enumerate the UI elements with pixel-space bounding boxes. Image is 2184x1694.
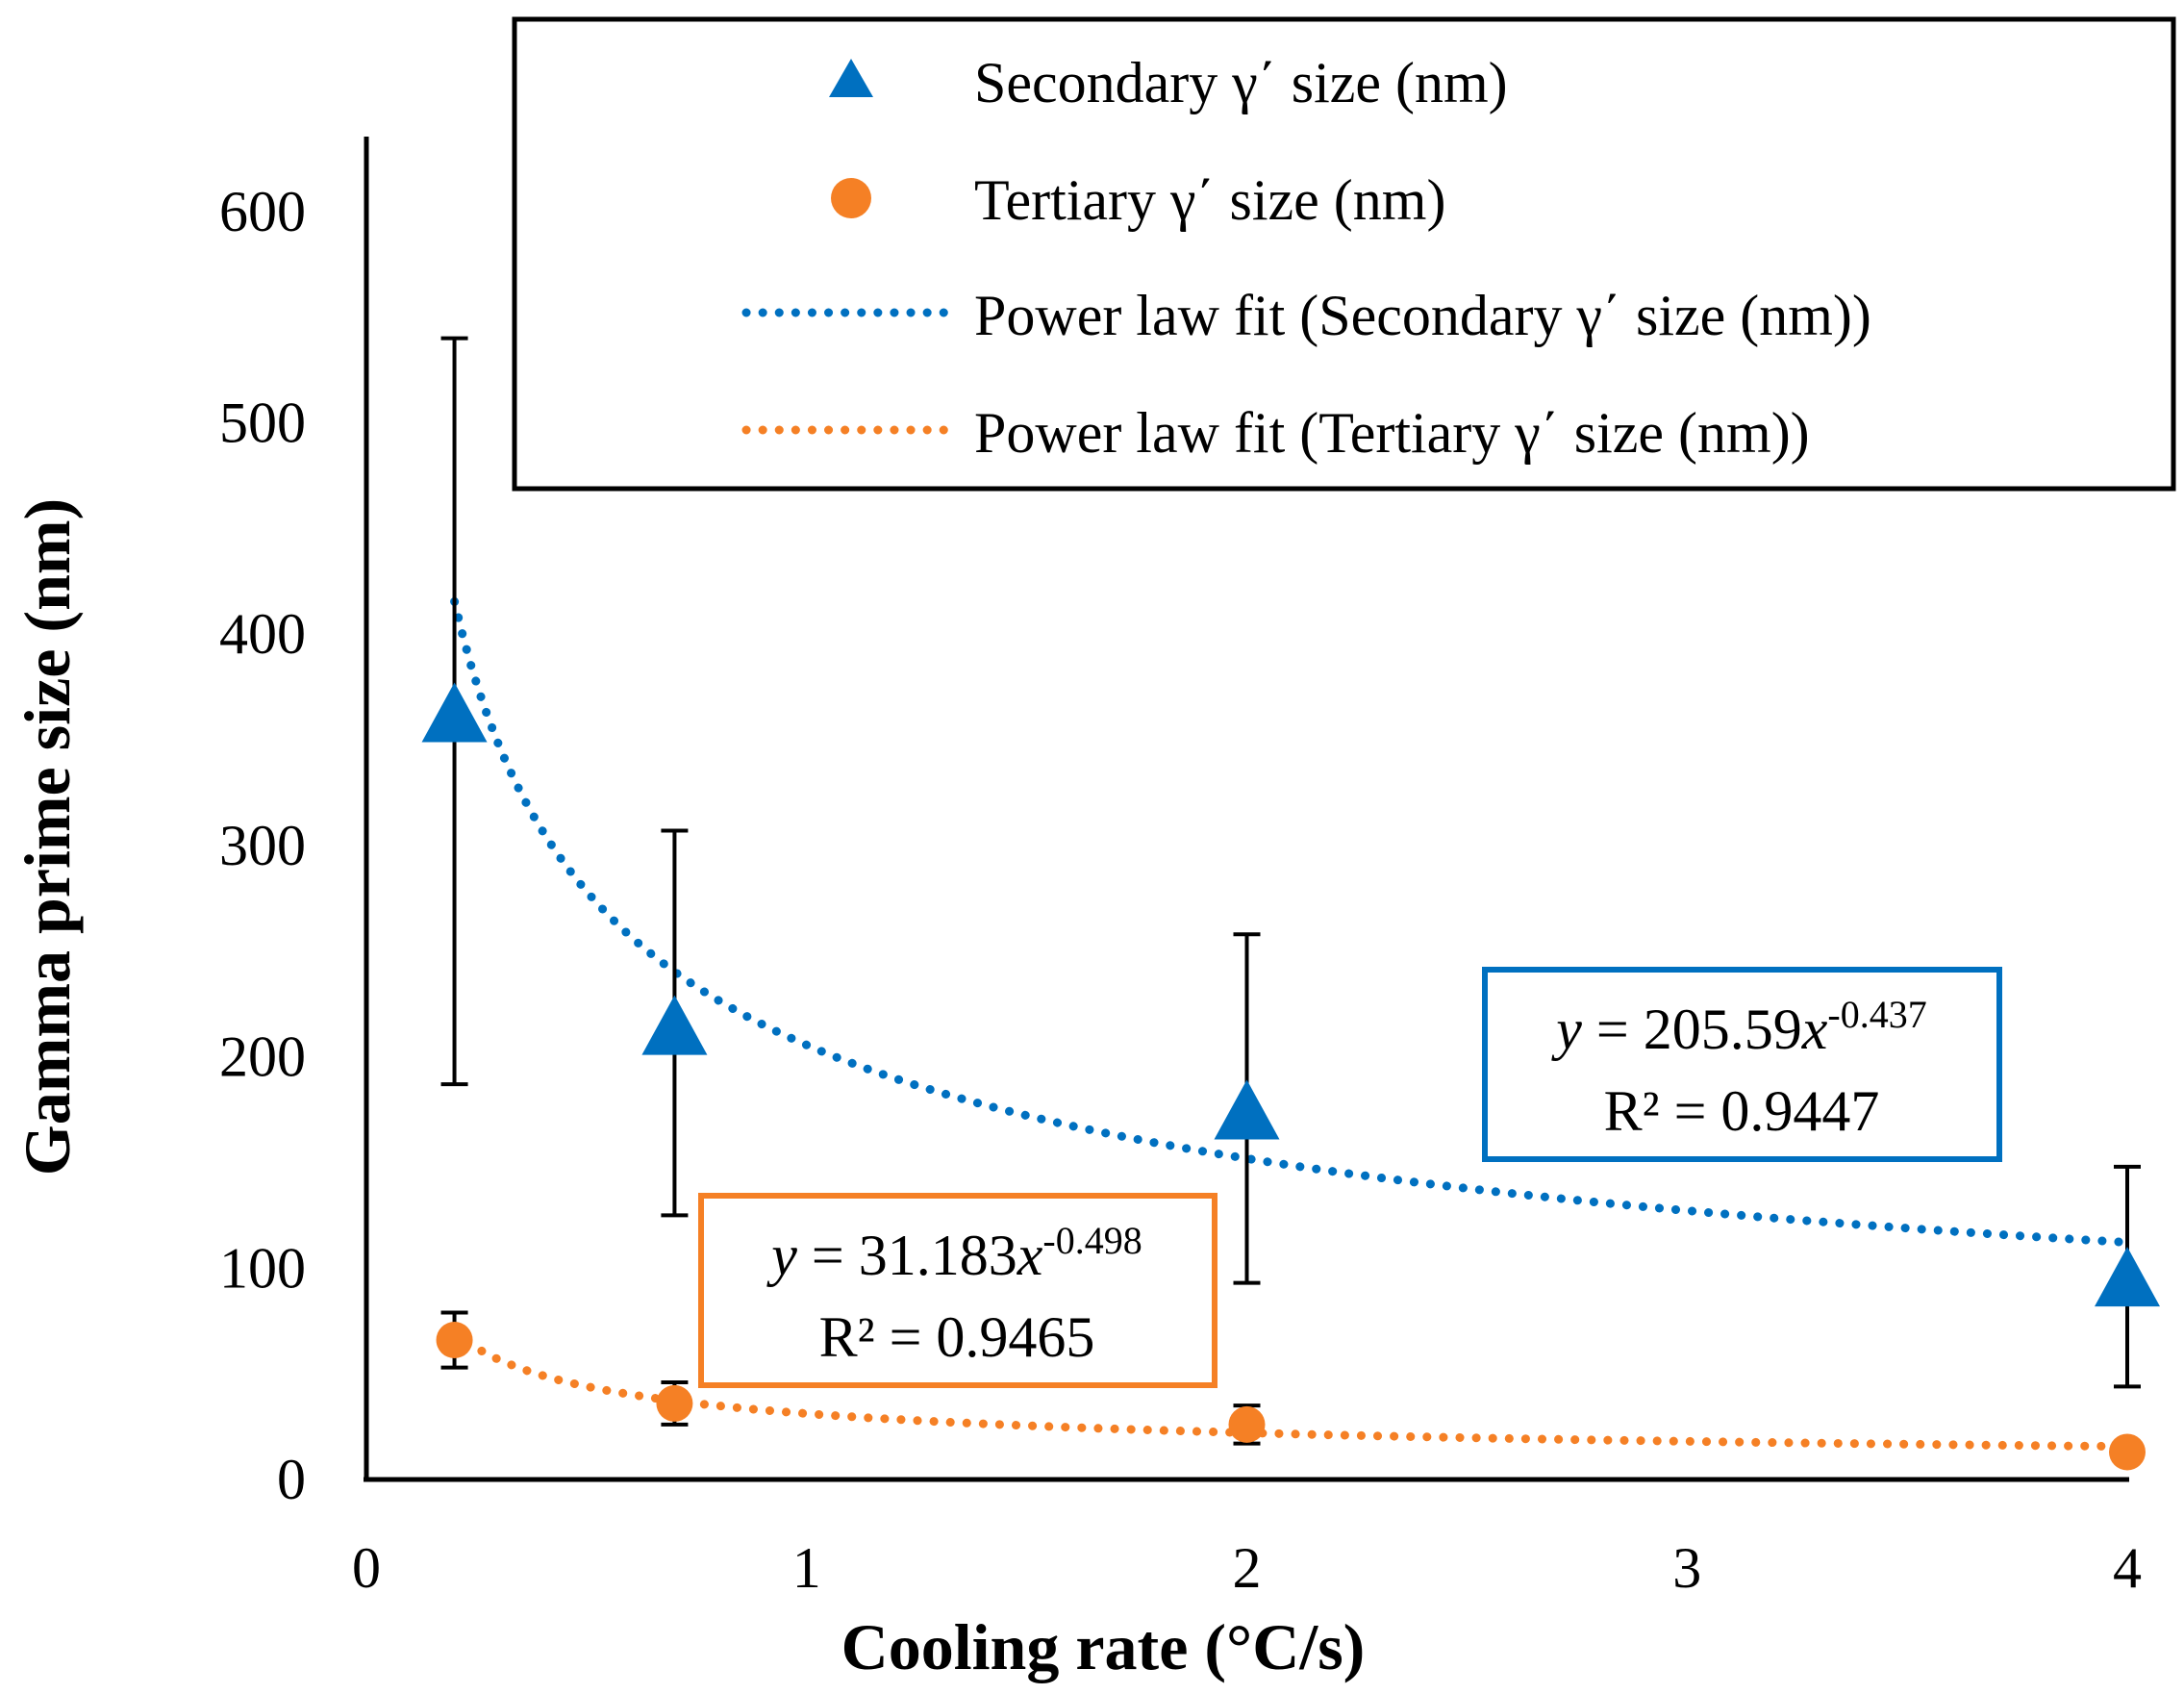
- secondary-triangle-marker-3: [2095, 1247, 2160, 1307]
- secondary-triangle-marker-2: [1214, 1079, 1280, 1140]
- y-tick-label-600: 600: [219, 180, 306, 243]
- y-tick-labels: 0 100 200 300 400 500 600: [219, 180, 306, 1511]
- x-tick-label-4: 4: [2113, 1536, 2142, 1600]
- x-tick-label-2: 2: [1233, 1536, 1262, 1600]
- fit-lines: [450, 596, 2132, 1452]
- tertiary-fit-r2: R² = 0.9465: [819, 1305, 1095, 1369]
- tertiary-power-law-fit-line: [450, 1327, 2132, 1452]
- legend-label-secondary: Secondary γ΄ size (nm): [974, 51, 1508, 114]
- y-tick-label-300: 300: [219, 814, 306, 877]
- tertiary-circle-marker-2: [1228, 1405, 1266, 1443]
- legend-label-secondary-fit: Power law fit (Secondary γ΄ size (nm)): [974, 284, 1871, 347]
- legend: Secondary γ΄ size (nm) Tertiary γ΄ size …: [512, 16, 2176, 492]
- secondary-fit-equation-box: y = 205.59x-0.437 R² = 0.9447: [1482, 967, 2002, 1162]
- y-tick-label-400: 400: [219, 602, 306, 666]
- legend-label-tertiary-fit: Power law fit (Tertiary γ΄ size (nm)): [974, 401, 1810, 465]
- secondary-power-law-fit-line: [450, 596, 2132, 1248]
- y-tick-label-500: 500: [219, 392, 306, 455]
- legend-circle-marker-icon: [831, 178, 871, 218]
- secondary-equation-border: [1482, 967, 2002, 1162]
- tertiary-fit-equation-box: y = 31.183x-0.498 R² = 0.9465: [698, 1193, 1218, 1388]
- tertiary-circle-marker-1: [656, 1384, 693, 1422]
- tertiary-circle-marker-0: [436, 1322, 473, 1359]
- error-bars: [440, 336, 2141, 1446]
- tertiary-circle-marker-3: [2109, 1433, 2146, 1471]
- legend-border: [512, 16, 2176, 492]
- tertiary-equation-border: [698, 1193, 1218, 1388]
- x-tick-label-1: 1: [792, 1536, 821, 1600]
- x-tick-label-0: 0: [352, 1536, 381, 1600]
- secondary-triangle-marker-1: [641, 995, 708, 1055]
- y-tick-label-0: 0: [277, 1448, 306, 1511]
- secondary-fit-r2: R² = 0.9447: [1604, 1079, 1880, 1143]
- legend-label-tertiary: Tertiary γ΄ size (nm): [974, 168, 1445, 232]
- tertiary-fit-equation: y = 31.183x-0.498: [766, 1219, 1142, 1287]
- y-tick-label-200: 200: [219, 1025, 306, 1089]
- x-tick-labels: 0 1 2 3 4: [352, 1536, 2142, 1600]
- x-axis-label: Cooling rate (°C/s): [841, 1610, 1366, 1683]
- x-tick-label-3: 3: [1672, 1536, 1701, 1600]
- legend-triangle-marker-icon: [829, 59, 873, 97]
- secondary-fit-equation: y = 205.59x-0.437: [1550, 993, 1926, 1061]
- y-axis-label: Gamma prime size (nm): [11, 498, 84, 1176]
- secondary-triangle-marker-0: [421, 682, 488, 743]
- data-markers: [421, 682, 2160, 1471]
- y-tick-label-100: 100: [219, 1236, 306, 1300]
